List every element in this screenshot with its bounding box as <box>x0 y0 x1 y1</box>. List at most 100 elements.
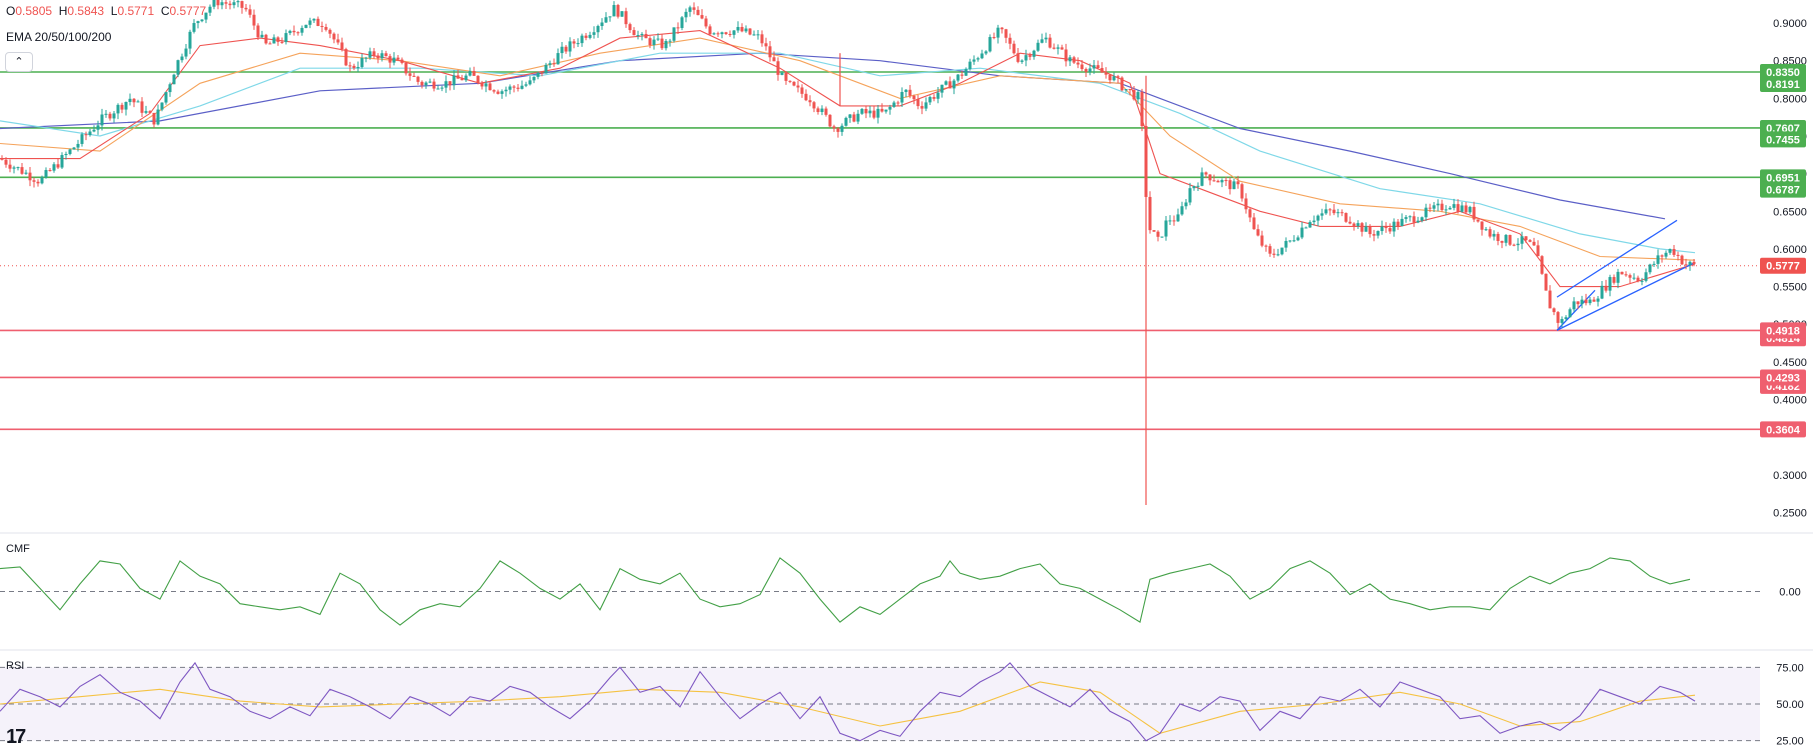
candle-body <box>524 84 528 86</box>
candle-body <box>1656 255 1660 264</box>
cmf-zero-label: 0.00 <box>1779 587 1800 599</box>
rsi-pane-title[interactable]: RSI <box>6 660 25 672</box>
candle-body <box>1476 219 1480 222</box>
candle-body <box>796 85 800 88</box>
candle-body <box>968 61 972 70</box>
candle-body <box>220 2 224 6</box>
candle-body <box>1568 309 1572 318</box>
candle-body <box>860 108 864 114</box>
candle-body <box>1212 180 1216 182</box>
candle-body <box>40 177 44 184</box>
price-axis-tick: 0.9000 <box>1773 18 1807 30</box>
candle-body <box>732 30 736 35</box>
candle-body <box>1028 55 1032 57</box>
collapse-legend-button[interactable]: ⌃ <box>5 52 33 72</box>
candle-body <box>296 32 300 34</box>
price-axis-tick: 0.6500 <box>1773 206 1807 218</box>
rsi-level-label: 50.00 <box>1776 699 1804 711</box>
candle-body <box>396 57 400 60</box>
candle-body <box>1424 207 1428 218</box>
candle-body <box>1064 49 1068 62</box>
candle-body <box>1004 29 1008 38</box>
candle-body <box>924 102 928 109</box>
candle-body <box>1644 272 1648 281</box>
ema-value-label-bg <box>1760 75 1806 92</box>
candle-body <box>132 98 136 103</box>
candle-body <box>172 74 176 85</box>
candle-body <box>284 33 288 43</box>
candle-body <box>756 34 760 36</box>
candle-body <box>504 89 508 92</box>
price-axis-tick: 0.6000 <box>1773 244 1807 256</box>
candle-body <box>68 149 72 154</box>
candle-body <box>576 43 580 45</box>
candle-body <box>600 22 604 27</box>
candle-body <box>720 32 724 35</box>
candle-body <box>872 110 876 118</box>
candle-body <box>1184 202 1188 207</box>
candle-body <box>24 172 28 174</box>
candle-body <box>936 92 940 99</box>
channel-lower-line <box>1556 261 1696 331</box>
ohlc-close-value: 0.5777 <box>169 4 207 18</box>
candle-body <box>1252 217 1256 230</box>
candle-body <box>840 125 844 132</box>
candle-body <box>1632 277 1636 279</box>
candle-body <box>216 0 220 6</box>
candle-body <box>1484 229 1488 231</box>
candle-body <box>1408 216 1412 218</box>
candle-body <box>500 91 504 94</box>
candle-body <box>444 81 448 88</box>
candle-body <box>792 81 796 86</box>
candle-body <box>448 81 452 86</box>
ohlc-high-key: H <box>58 4 68 18</box>
candle-body <box>1528 240 1532 242</box>
candle-body <box>248 9 252 15</box>
candle-body <box>632 30 636 36</box>
candle-body <box>168 84 172 93</box>
ohlc-open-value: 0.5805 <box>15 4 53 18</box>
ema-indicator-title[interactable]: EMA 20/50/100/200 <box>6 30 112 44</box>
candle-body <box>1384 226 1388 229</box>
candle-body <box>728 33 732 35</box>
candle-body <box>696 9 700 16</box>
candle-body <box>212 0 216 7</box>
candle-body <box>596 26 600 33</box>
candle-body <box>424 82 428 86</box>
cmf-pane-title[interactable]: CMF <box>6 543 30 555</box>
candle-body <box>276 37 280 42</box>
ema20-line <box>0 30 1696 288</box>
candle-body <box>268 43 272 45</box>
candle-body <box>1044 37 1048 40</box>
candle-body <box>1488 229 1492 237</box>
candle-body <box>252 14 256 26</box>
candle-body <box>1560 319 1564 323</box>
candle-body <box>148 111 152 113</box>
candle-body <box>12 167 16 169</box>
candle-body <box>920 106 924 109</box>
candle-body <box>1304 227 1308 229</box>
candle-body <box>808 100 812 103</box>
candle-body <box>1636 277 1640 282</box>
candle-body <box>196 21 200 24</box>
candle-body <box>412 75 416 77</box>
candle-body <box>244 7 248 10</box>
candle-body <box>1140 92 1144 127</box>
candle-body <box>1292 240 1296 242</box>
candle-body <box>1596 298 1600 302</box>
candle-body <box>1676 254 1680 256</box>
candle-body <box>1480 221 1484 230</box>
ema-value-label: 0.7455 <box>1766 134 1800 146</box>
candle-body <box>32 180 36 182</box>
candle-body <box>1264 245 1268 247</box>
candle-body <box>1104 72 1108 75</box>
candle-body <box>800 87 804 94</box>
candle-body <box>560 46 564 54</box>
candle-body <box>320 25 324 27</box>
candle-body <box>1148 196 1152 231</box>
resistance-label-bg <box>1760 169 1806 186</box>
candle-body <box>1224 180 1228 182</box>
candle-body <box>1288 240 1292 242</box>
price-axis-tick: 0.8000 <box>1773 93 1807 105</box>
